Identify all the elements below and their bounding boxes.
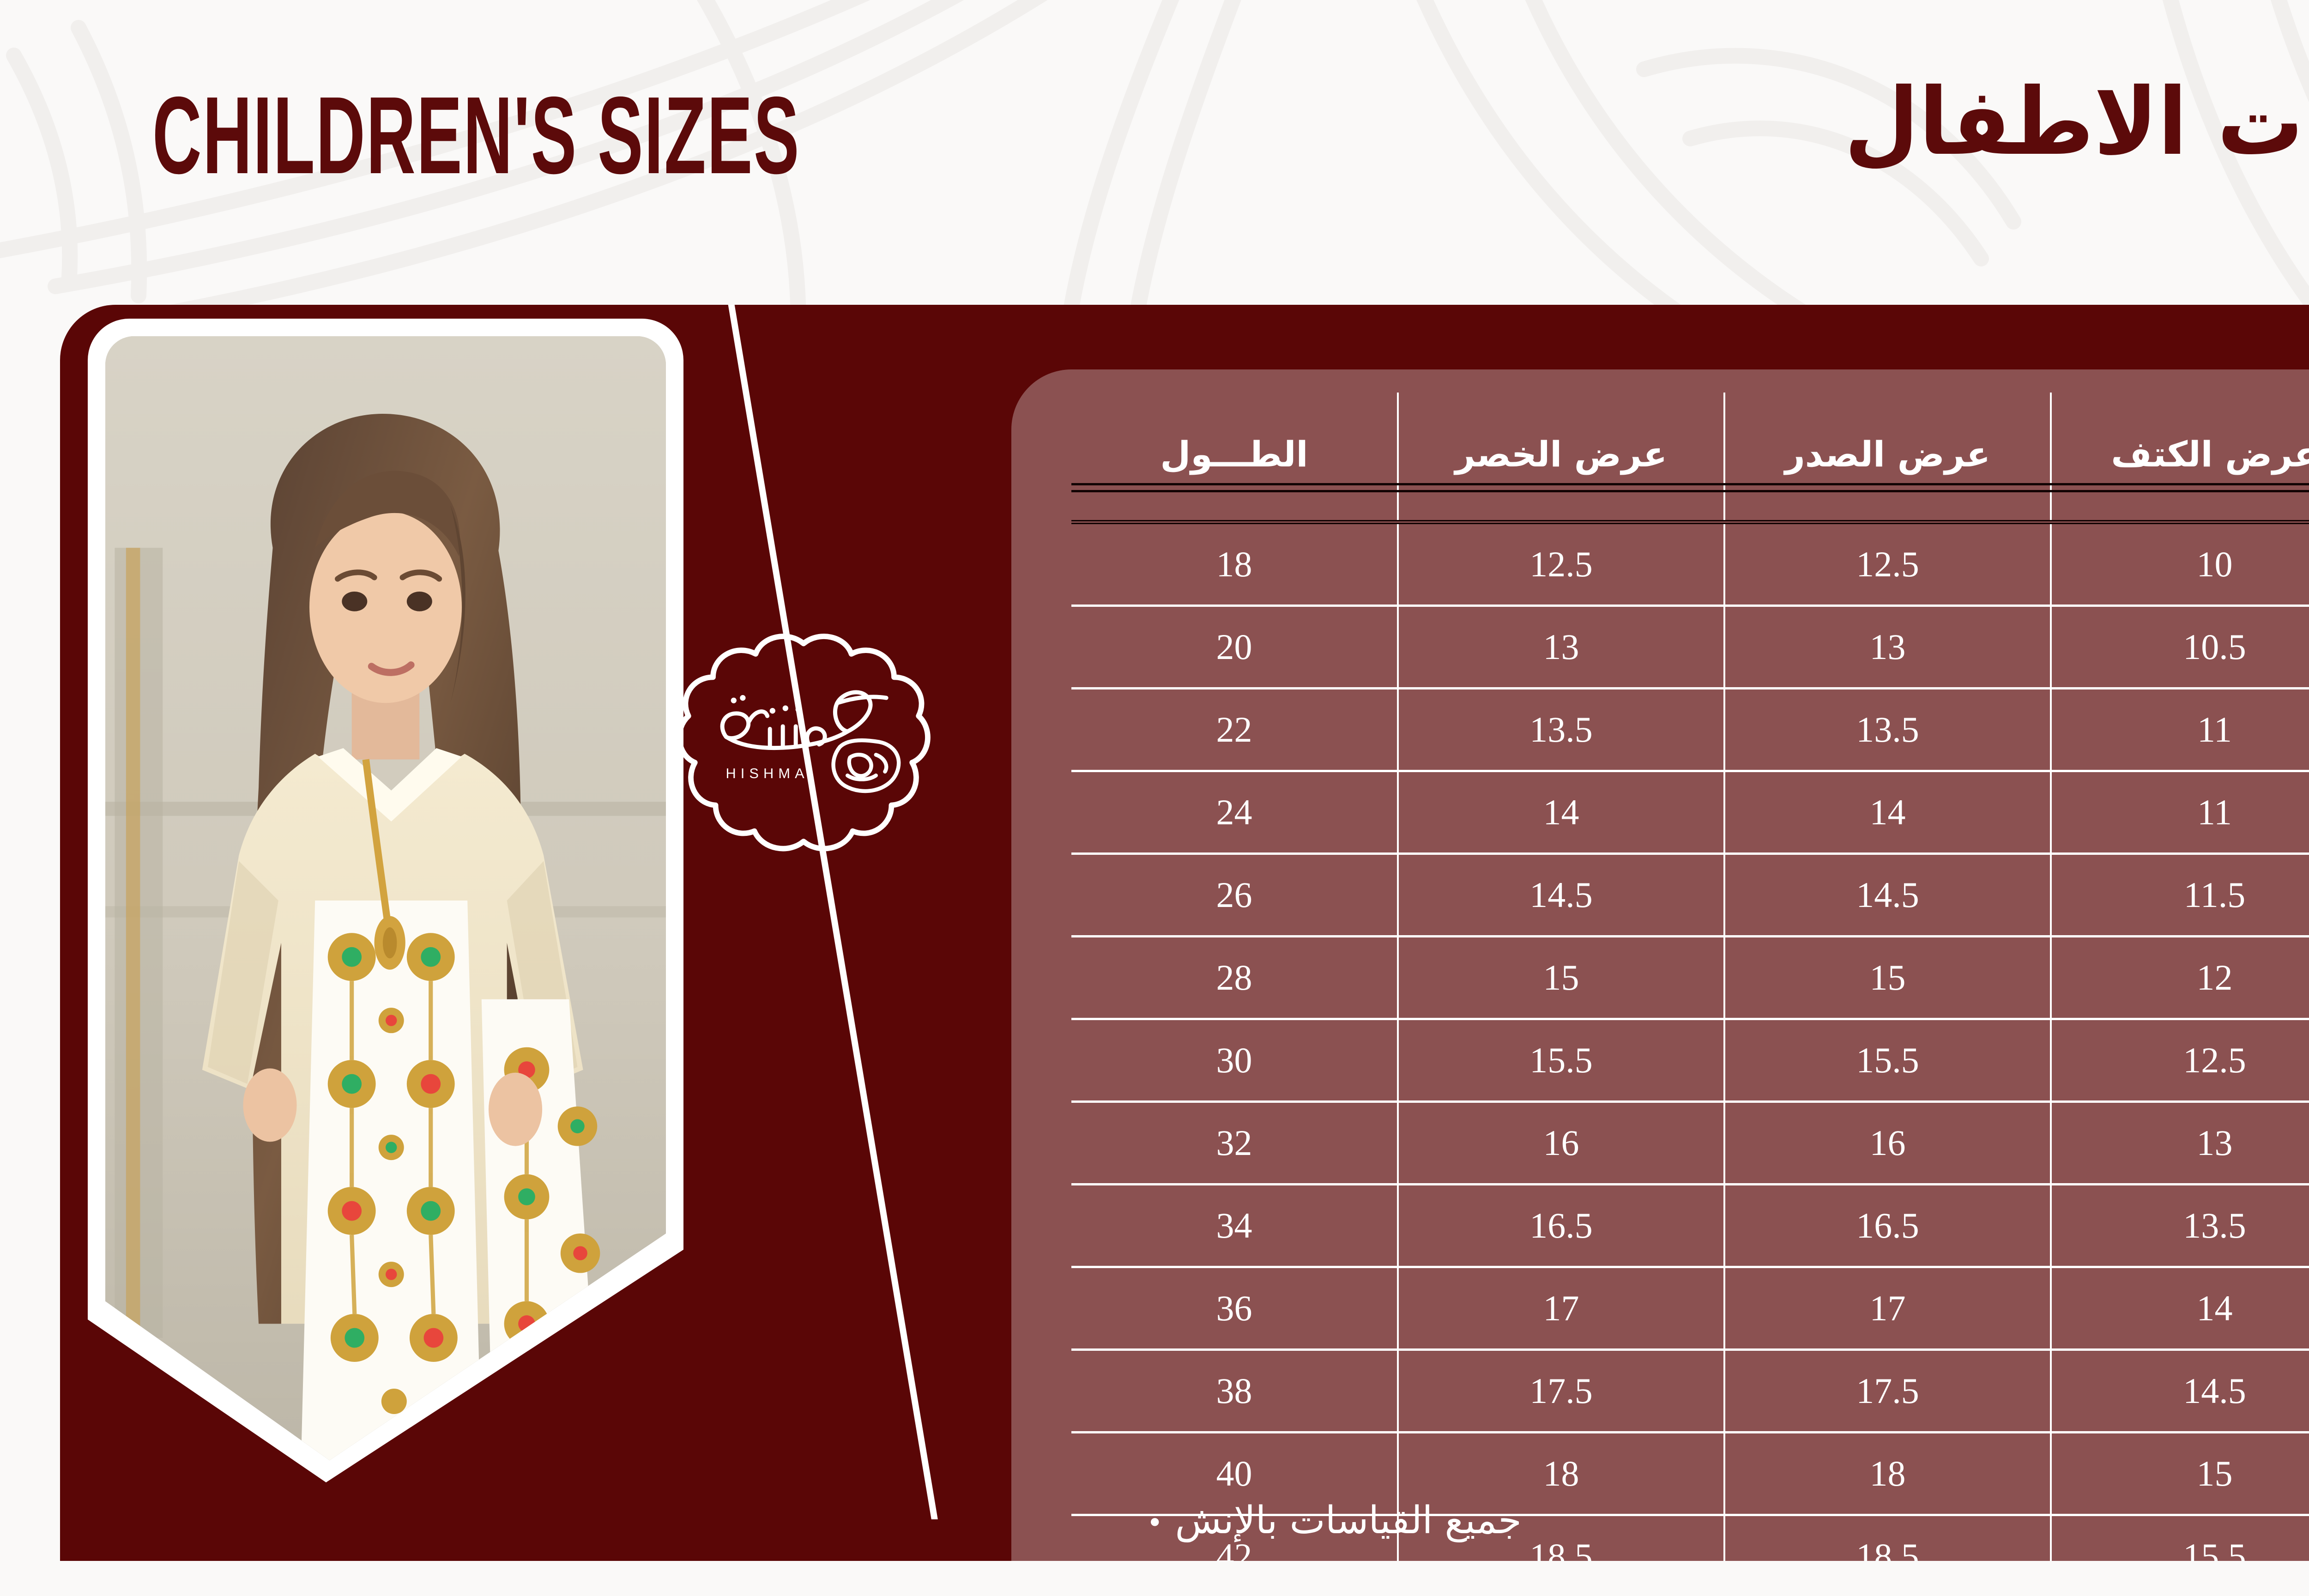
logo-arabic-wordmark bbox=[720, 690, 889, 750]
size-table-card: SIZE عرض الكتف عرض الصدر عرض الخصر الطــ… bbox=[1011, 369, 2309, 1561]
cell-chest: 18.5 bbox=[1723, 1514, 2051, 1561]
column-header-length: الطـــول bbox=[1160, 434, 1308, 475]
cell-chest: 15 bbox=[1723, 935, 2051, 1019]
table-row: 38 14.5 17.5 17.5 38 bbox=[1071, 1348, 2309, 1433]
logo-vessel-icon bbox=[831, 738, 901, 793]
cell-chest: 12.5 bbox=[1723, 522, 2051, 606]
cell-length: 24 bbox=[1071, 770, 1398, 854]
hishma-logo: HISHMA bbox=[674, 628, 933, 887]
cell-chest: 13 bbox=[1723, 605, 2051, 689]
cell-length: 38 bbox=[1071, 1348, 1398, 1433]
column-header-waist: عرض الخصر bbox=[1397, 393, 1724, 522]
cell-shoulder: 14 bbox=[2050, 1266, 2309, 1350]
cell-shoulder: 11 bbox=[2050, 687, 2309, 771]
cell-chest: 17 bbox=[1723, 1266, 2051, 1350]
page-title-arabic: مقاسات الاطفال bbox=[1844, 68, 2309, 176]
column-header-shoulder: عرض الكتف bbox=[2050, 393, 2309, 522]
cell-waist: 16 bbox=[1397, 1100, 1724, 1185]
cell-waist: 17 bbox=[1397, 1266, 1724, 1350]
cell-waist: 12.5 bbox=[1397, 522, 1724, 606]
table-row: 18 10 12.5 12.5 18 bbox=[1071, 522, 2309, 606]
diagonal-divider bbox=[727, 305, 938, 1519]
cell-chest: 13.5 bbox=[1723, 687, 2051, 771]
cell-length: 26 bbox=[1071, 852, 1398, 937]
cell-length: 34 bbox=[1071, 1183, 1398, 1267]
cell-waist: 18 bbox=[1397, 1431, 1724, 1515]
cell-shoulder: 13.5 bbox=[2050, 1183, 2309, 1267]
cell-shoulder: 13 bbox=[2050, 1100, 2309, 1185]
cell-chest: 15.5 bbox=[1723, 1018, 2051, 1102]
table-row: 24 11 14 14 24 bbox=[1071, 770, 2309, 854]
cell-shoulder: 11 bbox=[2050, 770, 2309, 854]
scalloped-badge-outline bbox=[677, 634, 931, 852]
table-row: 20 10.5 13 13 20 bbox=[1071, 605, 2309, 689]
size-table: SIZE عرض الكتف عرض الصدر عرض الخصر الطــ… bbox=[1071, 393, 2309, 1561]
cell-length: 42 bbox=[1071, 1514, 1398, 1561]
main-panel: SIZE عرض الكتف عرض الصدر عرض الخصر الطــ… bbox=[60, 305, 2309, 1561]
table-row: 28 12 15 15 28 bbox=[1071, 935, 2309, 1019]
cell-length: 30 bbox=[1071, 1018, 1398, 1102]
cell-waist: 15 bbox=[1397, 935, 1724, 1019]
table-row: 32 13 16 16 32 bbox=[1071, 1100, 2309, 1185]
bullet-icon: • bbox=[1147, 1506, 1163, 1539]
cell-waist: 13 bbox=[1397, 605, 1724, 689]
page-header: CHILDREN'S SIZES مقاسات الاطفال bbox=[0, 0, 2309, 277]
cell-length: 20 bbox=[1071, 605, 1398, 689]
table-row: 22 11 13.5 13.5 22 bbox=[1071, 687, 2309, 771]
cell-waist: 13.5 bbox=[1397, 687, 1724, 771]
cell-chest: 14.5 bbox=[1723, 852, 2051, 937]
cell-length: 32 bbox=[1071, 1100, 1398, 1185]
cell-chest: 16.5 bbox=[1723, 1183, 2051, 1267]
cell-length: 22 bbox=[1071, 687, 1398, 771]
cell-shoulder: 12 bbox=[2050, 935, 2309, 1019]
measurement-unit-note: جميع القياسات بالإنش • bbox=[60, 1499, 2309, 1542]
cell-shoulder: 10 bbox=[2050, 522, 2309, 606]
cell-shoulder: 14.5 bbox=[2050, 1348, 2309, 1433]
page-title-english: CHILDREN'S SIZES bbox=[152, 74, 800, 197]
cell-waist: 14.5 bbox=[1397, 852, 1724, 937]
cell-chest: 18 bbox=[1723, 1431, 2051, 1515]
cell-length: 40 bbox=[1071, 1431, 1398, 1515]
table-header-row: SIZE عرض الكتف عرض الصدر عرض الخصر الطــ… bbox=[1071, 393, 2309, 522]
model-photo bbox=[105, 336, 666, 1461]
logo-latin-wordmark: HISHMA bbox=[725, 765, 809, 781]
cell-waist: 18.5 bbox=[1397, 1514, 1724, 1561]
note-text-arabic: جميع القياسات بالإنش bbox=[1175, 1499, 1522, 1542]
cell-waist: 14 bbox=[1397, 770, 1724, 854]
model-photo-card bbox=[88, 319, 683, 1482]
cell-chest: 14 bbox=[1723, 770, 2051, 854]
column-header-chest: عرض الصدر bbox=[1723, 393, 2051, 522]
cell-waist: 17.5 bbox=[1397, 1348, 1724, 1433]
table-row: 30 12.5 15.5 15.5 30 bbox=[1071, 1018, 2309, 1102]
cell-chest: 17.5 bbox=[1723, 1348, 2051, 1433]
cell-waist: 16.5 bbox=[1397, 1183, 1724, 1267]
cell-shoulder: 12.5 bbox=[2050, 1018, 2309, 1102]
cell-length: 18 bbox=[1216, 544, 1252, 584]
table-row: 42 15.5 18.5 18.5 42 bbox=[1071, 1514, 2309, 1561]
cell-length: 36 bbox=[1071, 1266, 1398, 1350]
cell-waist: 15.5 bbox=[1397, 1018, 1724, 1102]
cell-length: 28 bbox=[1071, 935, 1398, 1019]
cell-shoulder: 11.5 bbox=[2050, 852, 2309, 937]
cell-chest: 16 bbox=[1723, 1100, 2051, 1185]
table-row: 34 13.5 16.5 16.5 34 bbox=[1071, 1183, 2309, 1267]
table-body: 18 10 12.5 12.5 18 20 10.5 13 13 20 bbox=[1071, 522, 2309, 1561]
cell-shoulder: 10.5 bbox=[2050, 605, 2309, 689]
table-row: 36 14 17 17 36 bbox=[1071, 1266, 2309, 1350]
table-row: 26 11.5 14.5 14.5 26 bbox=[1071, 852, 2309, 937]
